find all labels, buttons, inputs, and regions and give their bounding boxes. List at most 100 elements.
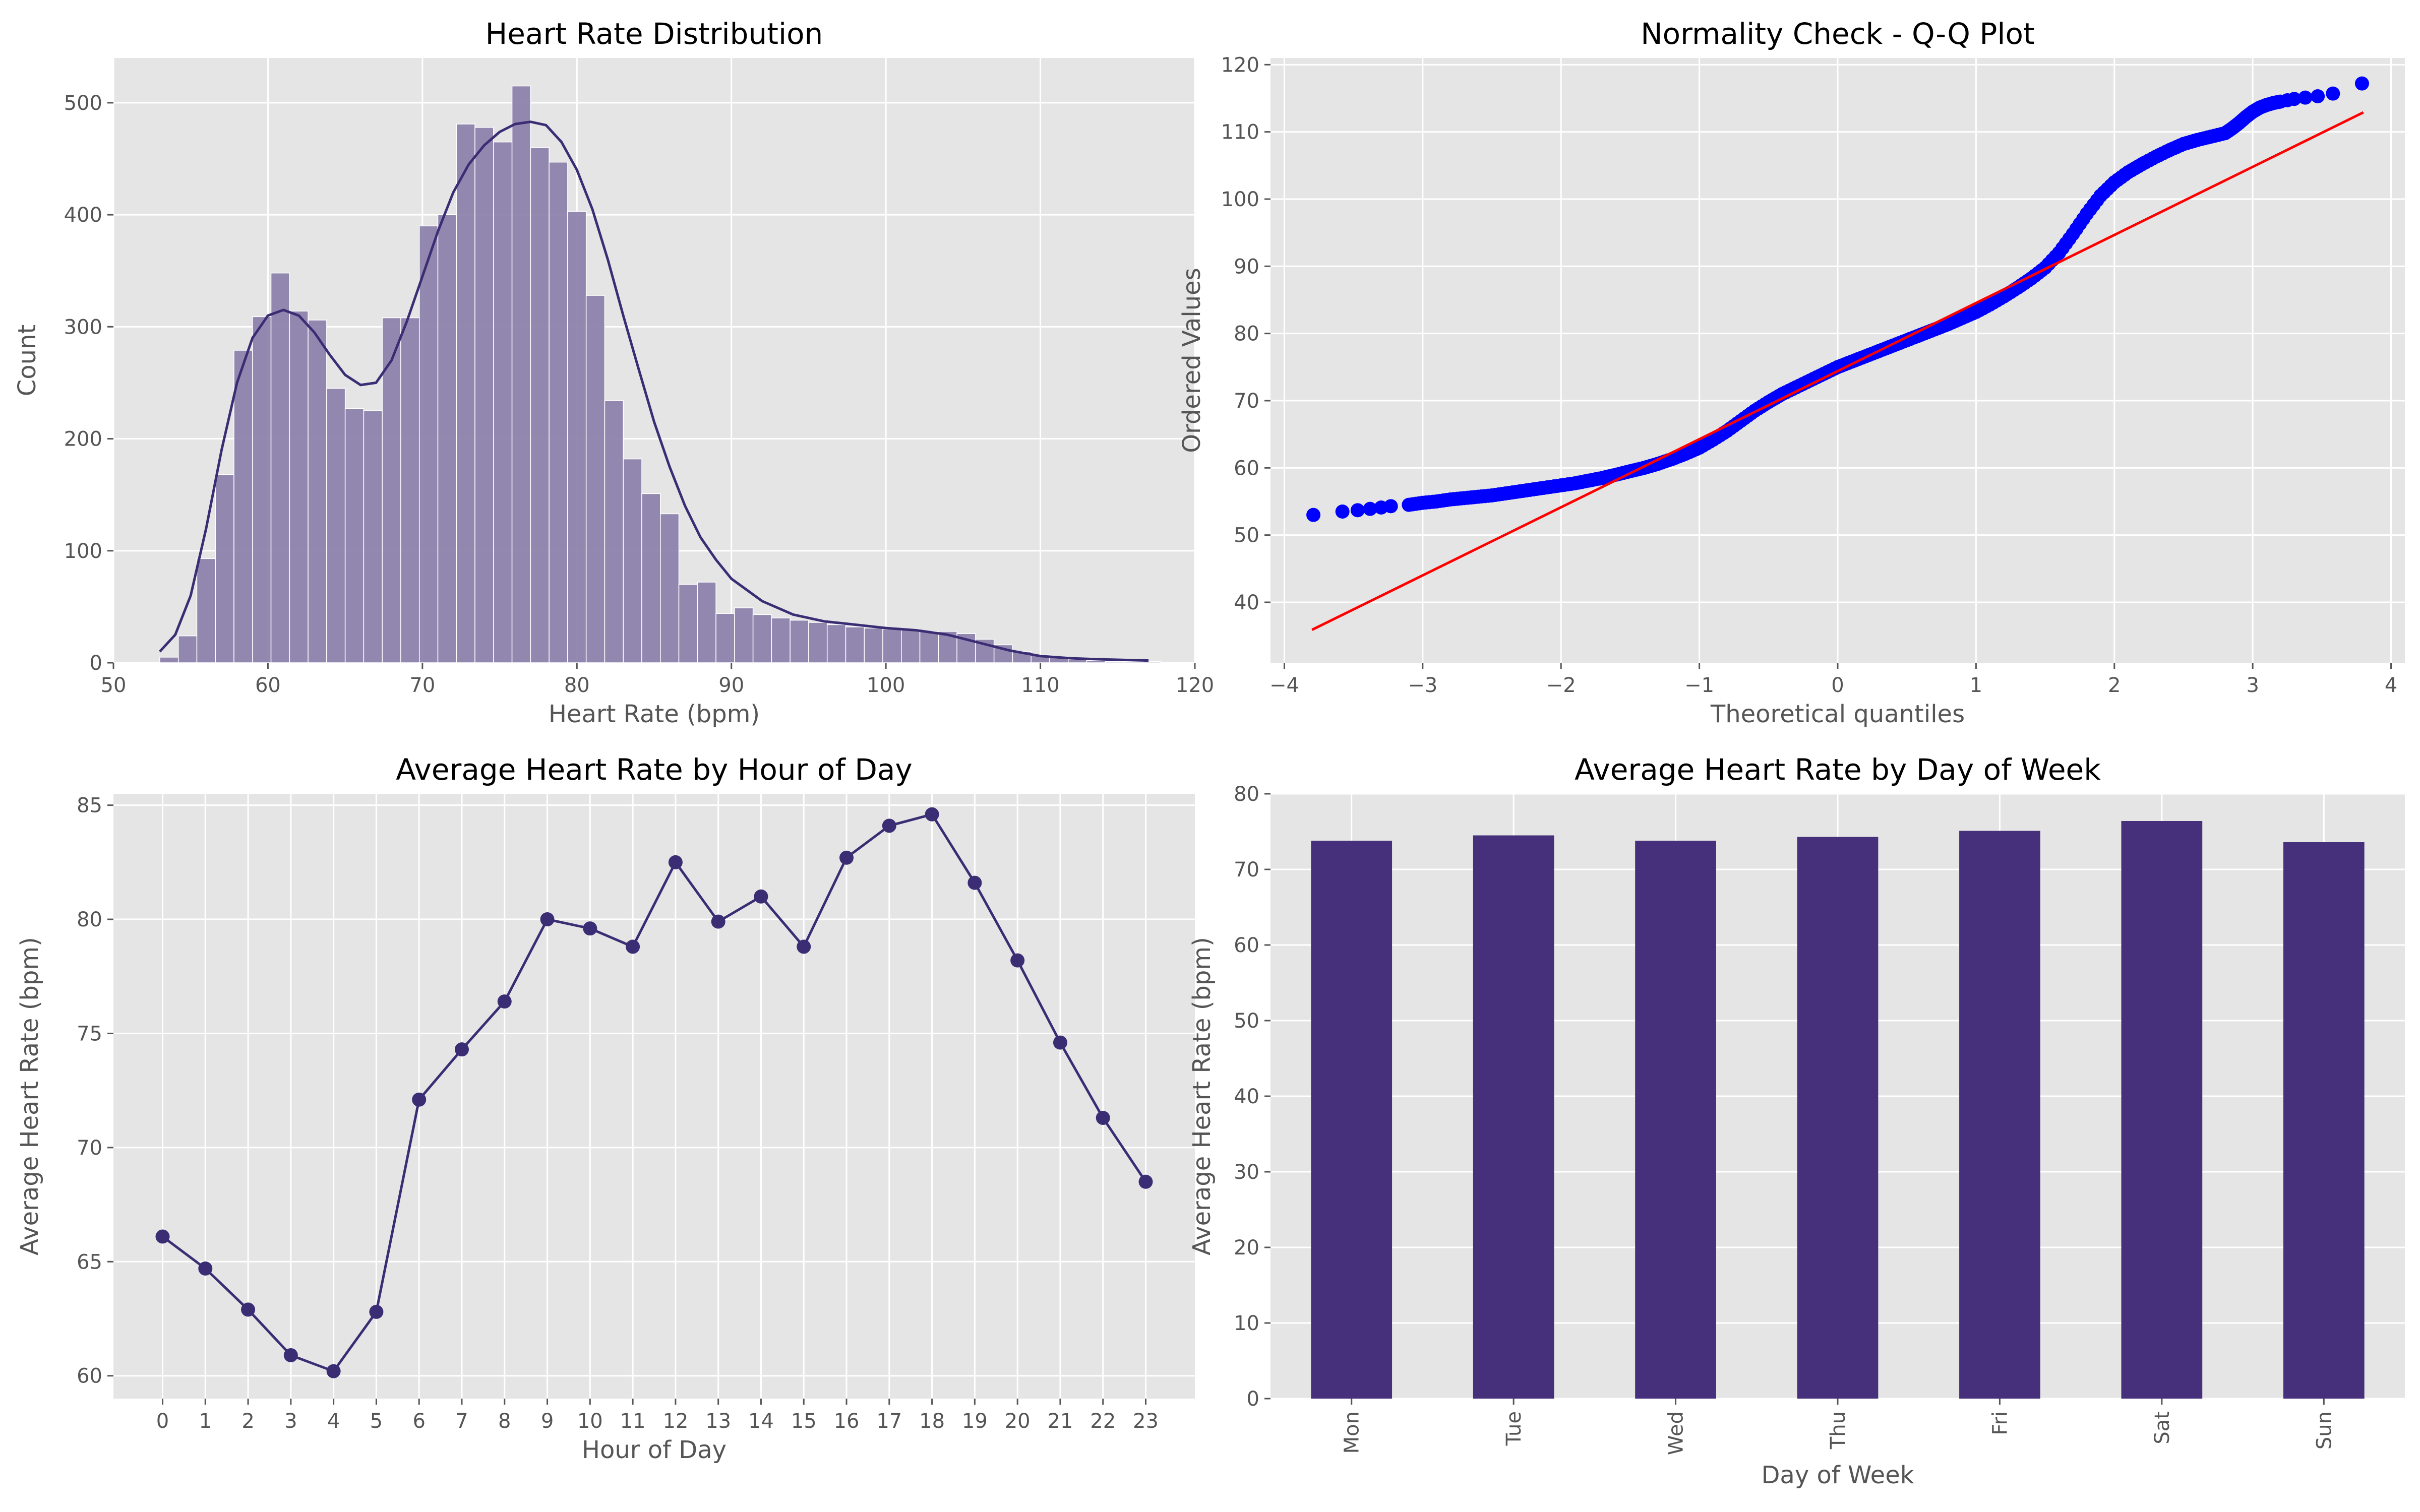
histogram-bar bbox=[215, 474, 234, 663]
histogram-bar bbox=[233, 350, 253, 663]
data-point bbox=[412, 1092, 427, 1107]
histogram-bar bbox=[752, 614, 772, 663]
data-point bbox=[540, 912, 555, 927]
y-tick-label: 80 bbox=[1234, 323, 1259, 346]
data-point bbox=[369, 1304, 384, 1319]
x-tick-label: 8 bbox=[498, 1410, 511, 1433]
chart-title: Heart Rate Distribution bbox=[486, 17, 823, 51]
data-point bbox=[1053, 1035, 1067, 1050]
chart-panel-4: 0 10 20 30 40 50 60 70 80 Mon Tue Wed Thu Fri Sat Sun Av… bbox=[1188, 752, 2405, 1489]
y-tick-label: 65 bbox=[77, 1250, 102, 1274]
x-tick-label: Thu bbox=[1827, 1411, 1850, 1450]
histogram-bar bbox=[363, 410, 383, 663]
y-tick-label: 120 bbox=[1221, 53, 1259, 77]
histogram-bar bbox=[715, 613, 735, 663]
y-tick-label: 40 bbox=[1234, 591, 1259, 614]
x-tick-label: 5 bbox=[370, 1410, 383, 1433]
x-tick-label: 60 bbox=[255, 674, 281, 697]
y-tick-label: 200 bbox=[64, 428, 102, 451]
histogram-bar bbox=[1142, 661, 1162, 663]
histogram-bar bbox=[1105, 661, 1124, 663]
qq-point bbox=[2354, 76, 2369, 91]
histogram-bar bbox=[826, 624, 846, 663]
data-point bbox=[711, 914, 725, 929]
histogram-bar bbox=[437, 214, 457, 663]
x-tick-label: 120 bbox=[1176, 674, 1214, 697]
y-tick-label: 80 bbox=[77, 908, 102, 931]
histogram-bar bbox=[474, 127, 494, 663]
y-tick-label: 110 bbox=[1221, 121, 1259, 144]
x-tick-label: 14 bbox=[748, 1410, 774, 1433]
y-tick-label: 70 bbox=[77, 1137, 102, 1160]
x-tick-label: 9 bbox=[541, 1410, 554, 1433]
histogram-bar bbox=[882, 628, 902, 663]
chart-title: Average Heart Rate by Day of Week bbox=[1575, 752, 2101, 787]
x-tick-label: Fri bbox=[1988, 1411, 2012, 1435]
x-tick-label: 1 bbox=[199, 1410, 212, 1433]
x-axis-label: Heart Rate (bpm) bbox=[549, 700, 760, 728]
data-point bbox=[967, 875, 982, 890]
x-tick-label: 22 bbox=[1090, 1410, 1116, 1433]
histogram-bar bbox=[382, 317, 401, 663]
data-point bbox=[668, 855, 683, 869]
y-tick-label: 0 bbox=[90, 652, 102, 675]
x-tick-label: 10 bbox=[577, 1410, 603, 1433]
data-point bbox=[1096, 1111, 1110, 1125]
histogram-bar bbox=[344, 408, 365, 663]
bar bbox=[1635, 841, 1716, 1399]
y-tick-label: 300 bbox=[64, 316, 102, 339]
histogram-bar bbox=[567, 211, 587, 663]
y-axis-label: Count bbox=[13, 325, 41, 397]
x-tick-label: Wed bbox=[1665, 1411, 1688, 1455]
data-point bbox=[326, 1364, 341, 1378]
y-tick-label: 40 bbox=[1234, 1085, 1259, 1108]
x-tick-label: 20 bbox=[1005, 1410, 1031, 1433]
x-tick-label: 70 bbox=[409, 674, 435, 697]
y-tick-label: 85 bbox=[77, 794, 102, 817]
data-point bbox=[241, 1302, 256, 1317]
histogram-bar bbox=[270, 272, 290, 663]
histogram-bar bbox=[919, 631, 939, 663]
histogram-bar bbox=[159, 657, 179, 663]
bar bbox=[2283, 842, 2365, 1399]
data-point bbox=[198, 1261, 213, 1276]
histogram-bar bbox=[808, 622, 828, 663]
x-tick-label: 2 bbox=[241, 1410, 254, 1433]
chart-panel-1: 0 100 200 300 400 500 50 60 70 80 90 100 110 120 Heart… bbox=[13, 17, 1214, 728]
x-tick-label: 16 bbox=[834, 1410, 860, 1433]
histogram-bar bbox=[289, 310, 309, 663]
bar bbox=[1311, 841, 1393, 1399]
y-tick-label: 60 bbox=[1234, 934, 1259, 957]
histogram-bar bbox=[549, 161, 568, 663]
x-tick-label: 4 bbox=[2385, 674, 2397, 697]
histogram-bar bbox=[660, 513, 680, 663]
qq-point bbox=[2298, 90, 2313, 105]
y-tick-label: 0 bbox=[1247, 1388, 1259, 1411]
data-point bbox=[155, 1229, 170, 1244]
x-tick-label: 1 bbox=[1970, 674, 1982, 697]
x-tick-label: −2 bbox=[1546, 674, 1576, 697]
histogram-bar bbox=[493, 141, 513, 663]
y-tick-label: 60 bbox=[1234, 457, 1259, 480]
histogram-bar bbox=[678, 584, 698, 663]
histogram-bar bbox=[641, 493, 661, 663]
x-tick-label: 4 bbox=[327, 1410, 340, 1433]
histogram-bar bbox=[400, 317, 420, 663]
data-point bbox=[925, 807, 939, 822]
data-point bbox=[454, 1042, 469, 1057]
qq-point bbox=[1383, 499, 1398, 514]
y-axis-label: Ordered Values bbox=[1178, 268, 1206, 453]
histogram-bar bbox=[845, 626, 865, 663]
x-tick-label: 80 bbox=[564, 674, 590, 697]
histogram-bar bbox=[901, 628, 921, 663]
series-line bbox=[162, 813, 1147, 1373]
qq-fit-line bbox=[1311, 111, 2364, 631]
y-tick-label: 50 bbox=[1234, 1010, 1259, 1033]
histogram-bar bbox=[418, 225, 439, 663]
x-tick-label: Mon bbox=[1341, 1411, 1364, 1454]
y-tick-label: 400 bbox=[64, 204, 102, 227]
x-tick-label: 6 bbox=[412, 1410, 425, 1433]
x-tick-label: 15 bbox=[791, 1410, 817, 1433]
x-tick-label: 12 bbox=[662, 1410, 688, 1433]
x-tick-label: 21 bbox=[1047, 1410, 1073, 1433]
